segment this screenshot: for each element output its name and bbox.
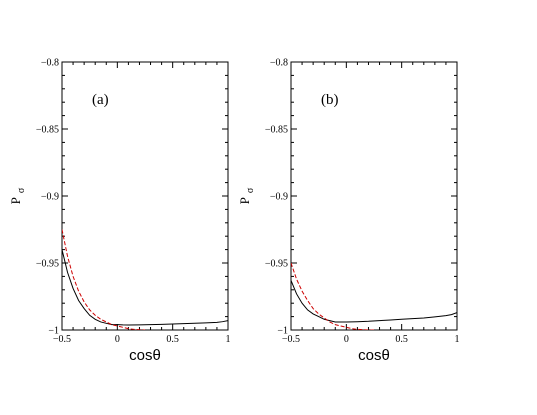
y-axis-label-main: P [8, 197, 23, 204]
y-tick-label: −0.9 [41, 192, 59, 203]
solid-black-curve [62, 249, 228, 326]
plot-frame [61, 61, 229, 331]
x-tick-label: 1 [226, 334, 231, 345]
panel-a: −0.5 0 0.5 1 −1 −0.95 −0.9 −0.85 −0.8 (a) cosθ Pσ [8, 58, 231, 365]
panel-label: (b) [321, 92, 339, 108]
x-axis-label: cosθ [129, 347, 161, 364]
plot-frame [290, 61, 458, 331]
x-tick-label: 0.5 [166, 334, 179, 345]
dashed-red-curve [62, 229, 146, 330]
x-tick-label: 0.5 [395, 334, 408, 345]
y-tick-label: −1 [48, 326, 59, 337]
y-axis-label-subscript: σ [245, 187, 256, 193]
y-tick-label: −0.8 [41, 58, 59, 69]
panel-b: −0.5 0 0.5 1 −1 −0.95 −0.9 −0.85 −0.8 (b) cosθ Pσ [237, 58, 460, 365]
x-axis-label: cosθ [358, 347, 390, 364]
dashed-red-curve [291, 262, 374, 330]
y-tick-label: −0.95 [36, 259, 59, 270]
panel-label: (a) [92, 92, 109, 108]
y-tick-label: −0.9 [270, 192, 288, 203]
x-tick-label: 1 [455, 334, 460, 345]
y-axis-label: Pσ [237, 187, 256, 204]
x-tick-label: −0.5 [282, 334, 300, 345]
y-tick-label: −0.8 [270, 58, 288, 69]
y-axis-label-main: P [237, 197, 252, 204]
y-tick-label: −0.85 [36, 125, 59, 136]
solid-black-curve [291, 280, 457, 323]
x-tick-label: 0 [115, 334, 120, 345]
y-axis-label-subscript: σ [16, 187, 27, 193]
x-tick-label: −0.5 [53, 334, 71, 345]
y-tick-label: −1 [277, 326, 288, 337]
y-tick-label: −0.85 [265, 125, 288, 136]
y-axis-label: Pσ [8, 187, 27, 204]
y-tick-label: −0.95 [265, 259, 288, 270]
x-tick-label: 0 [344, 334, 349, 345]
